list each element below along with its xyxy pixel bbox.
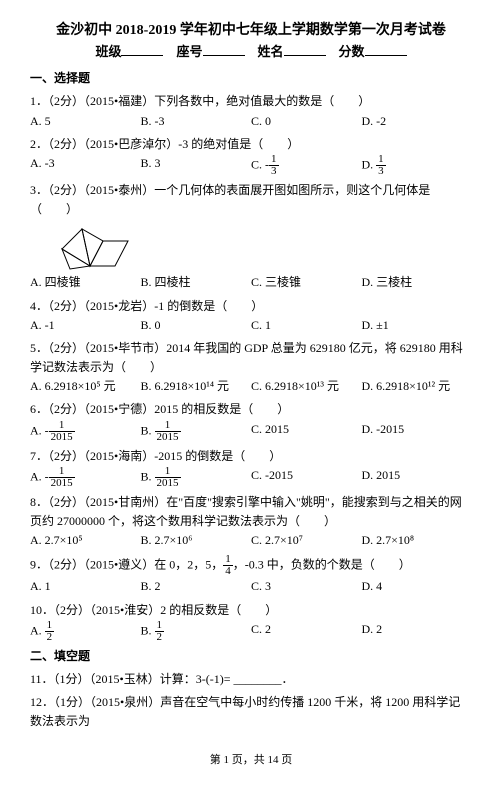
q10-stem: 10．（2分）（2015•淮安）2 的相反数是（ ） [30, 601, 472, 620]
q5-stem: 5．（2分）（2015•毕节市）2014 年我国的 GDP 总量为 629180… [30, 339, 472, 377]
q3-options: A. 四棱锥 B. 四棱柱 C. 三棱锥 D. 三棱柱 [30, 273, 472, 292]
q1-d: D. -2 [362, 112, 473, 131]
q6-d: D. -2015 [362, 420, 473, 443]
question-6: 6．（2分）（2015•宁德）2015 的相反数是（ ） A. -12015 B… [30, 400, 472, 442]
q8-stem: 8．（2分）（2015•甘南州）在"百度"搜索引擎中输入"姚明"，能搜索到与之相… [30, 493, 472, 531]
question-4: 4．（2分）（2015•龙岩）-1 的倒数是（ ） A. -1 B. 0 C. … [30, 297, 472, 335]
question-7: 7．（2分）（2015•海南）-2015 的倒数是（ ） A. -12015 B… [30, 447, 472, 489]
q3-b: B. 四棱柱 [141, 273, 252, 292]
q1-c: C. 0 [251, 112, 362, 131]
q7-stem: 7．（2分）（2015•海南）-2015 的倒数是（ ） [30, 447, 472, 466]
q8-options: A. 2.7×10⁵ B. 2.7×10⁶ C. 2.7×10⁷ D. 2.7×… [30, 531, 472, 550]
q10-b: B. 12 [141, 620, 252, 643]
q5-a: A. 6.2918×10⁵ 元 [30, 377, 141, 396]
q2-d: D. 13 [362, 154, 473, 177]
q10-c: C. 2 [251, 620, 362, 643]
question-11: 11．（1分）（2015•玉林）计算：3-(-1)= ________． [30, 670, 472, 689]
q6-c: C. 2015 [251, 420, 362, 443]
q1-b: B. -3 [141, 112, 252, 131]
score-label: 分数 [339, 44, 365, 59]
q10-a: A. 12 [30, 620, 141, 643]
q7-a: A. -12015 [30, 466, 141, 489]
q9-d: D. 4 [362, 577, 473, 596]
q6-a: A. -12015 [30, 420, 141, 443]
seat-label: 座号 [176, 44, 202, 59]
q3-a: A. 四棱锥 [30, 273, 141, 292]
q8-b: B. 2.7×10⁶ [141, 531, 252, 550]
q9-a: A. 1 [30, 577, 141, 596]
q3-d: D. 三棱柱 [362, 273, 473, 292]
q3-c: C. 三棱锥 [251, 273, 362, 292]
question-2: 2．（2分）（2015•巴彦淖尔）-3 的绝对值是（ ） A. -3 B. 3 … [30, 135, 472, 177]
question-10: 10．（2分）（2015•淮安）2 的相反数是（ ） A. 12 B. 12 C… [30, 601, 472, 643]
q9-stem: 9．（2分）（2015•遵义）在 0，2，5，14，-0.3 中，负数的个数是（… [30, 554, 472, 577]
header-fields: 班级 座号 姓名 分数 [30, 42, 472, 63]
q8-c: C. 2.7×10⁷ [251, 531, 362, 550]
q7-c: C. -2015 [251, 466, 362, 489]
section-2-heading: 二、填空题 [30, 647, 472, 666]
q4-stem: 4．（2分）（2015•龙岩）-1 的倒数是（ ） [30, 297, 472, 316]
question-5: 5．（2分）（2015•毕节市）2014 年我国的 GDP 总量为 629180… [30, 339, 472, 397]
q9-c: C. 3 [251, 577, 362, 596]
q8-a: A. 2.7×10⁵ [30, 531, 141, 550]
q3-stem: 3．（2分）（2015•泰州）一个几何体的表面展开图如图所示，则这个几何体是（ … [30, 181, 472, 219]
q6-stem: 6．（2分）（2015•宁德）2015 的相反数是（ ） [30, 400, 472, 419]
q6-options: A. -12015 B. 12015 C. 2015 D. -2015 [30, 420, 472, 443]
q10-d: D. 2 [362, 620, 473, 643]
q4-options: A. -1 B. 0 C. 1 D. ±1 [30, 316, 472, 335]
q1-stem: 1．（2分）（2015•福建）下列各数中，绝对值最大的数是（ ） [30, 92, 472, 111]
q7-d: D. 2015 [362, 466, 473, 489]
class-label: 班级 [95, 44, 121, 59]
q5-options: A. 6.2918×10⁵ 元 B. 6.2918×10¹⁴ 元 C. 6.29… [30, 377, 472, 396]
section-1-heading: 一、选择题 [30, 69, 472, 88]
q1-a: A. 5 [30, 112, 141, 131]
name-label: 姓名 [258, 44, 284, 59]
q5-c: C. 6.2918×10¹³ 元 [251, 377, 362, 396]
q2-stem: 2．（2分）（2015•巴彦淖尔）-3 的绝对值是（ ） [30, 135, 472, 154]
question-8: 8．（2分）（2015•甘南州）在"百度"搜索引擎中输入"姚明"，能搜索到与之相… [30, 493, 472, 551]
q7-b: B. 12015 [141, 466, 252, 489]
page-footer: 第 1 页，共 14 页 [30, 752, 472, 770]
question-1: 1．（2分）（2015•福建）下列各数中，绝对值最大的数是（ ） A. 5 B.… [30, 92, 472, 130]
q2-options: A. -3 B. 3 C. -13 D. 13 [30, 154, 472, 177]
q5-d: D. 6.2918×10¹² 元 [362, 377, 473, 396]
q2-c: C. -13 [251, 154, 362, 177]
seat-blank [203, 42, 245, 56]
q7-options: A. -12015 B. 12015 C. -2015 D. 2015 [30, 466, 472, 489]
class-blank [121, 42, 163, 56]
q6-b: B. 12015 [141, 420, 252, 443]
q4-a: A. -1 [30, 316, 141, 335]
q10-options: A. 12 B. 12 C. 2 D. 2 [30, 620, 472, 643]
q9-b: B. 2 [141, 577, 252, 596]
question-12: 12．（1分）（2015•泉州）声音在空气中每小时约传播 1200 千米，将 1… [30, 693, 472, 731]
question-9: 9．（2分）（2015•遵义）在 0，2，5，14，-0.3 中，负数的个数是（… [30, 554, 472, 596]
name-blank [284, 42, 326, 56]
q5-b: B. 6.2918×10¹⁴ 元 [141, 377, 252, 396]
q4-b: B. 0 [141, 316, 252, 335]
q2-b: B. 3 [141, 154, 252, 177]
score-blank [365, 42, 407, 56]
question-3: 3．（2分）（2015•泰州）一个几何体的表面展开图如图所示，则这个几何体是（ … [30, 181, 472, 293]
q4-c: C. 1 [251, 316, 362, 335]
q8-d: D. 2.7×10⁸ [362, 531, 473, 550]
q9-options: A. 1 B. 2 C. 3 D. 4 [30, 577, 472, 596]
q4-d: D. ±1 [362, 316, 473, 335]
q1-options: A. 5 B. -3 C. 0 D. -2 [30, 112, 472, 131]
q2-a: A. -3 [30, 154, 141, 177]
exam-title: 金沙初中 2018-2019 学年初中七年级上学期数学第一次月考试卷 [30, 20, 472, 42]
net-figure-icon [50, 221, 160, 271]
